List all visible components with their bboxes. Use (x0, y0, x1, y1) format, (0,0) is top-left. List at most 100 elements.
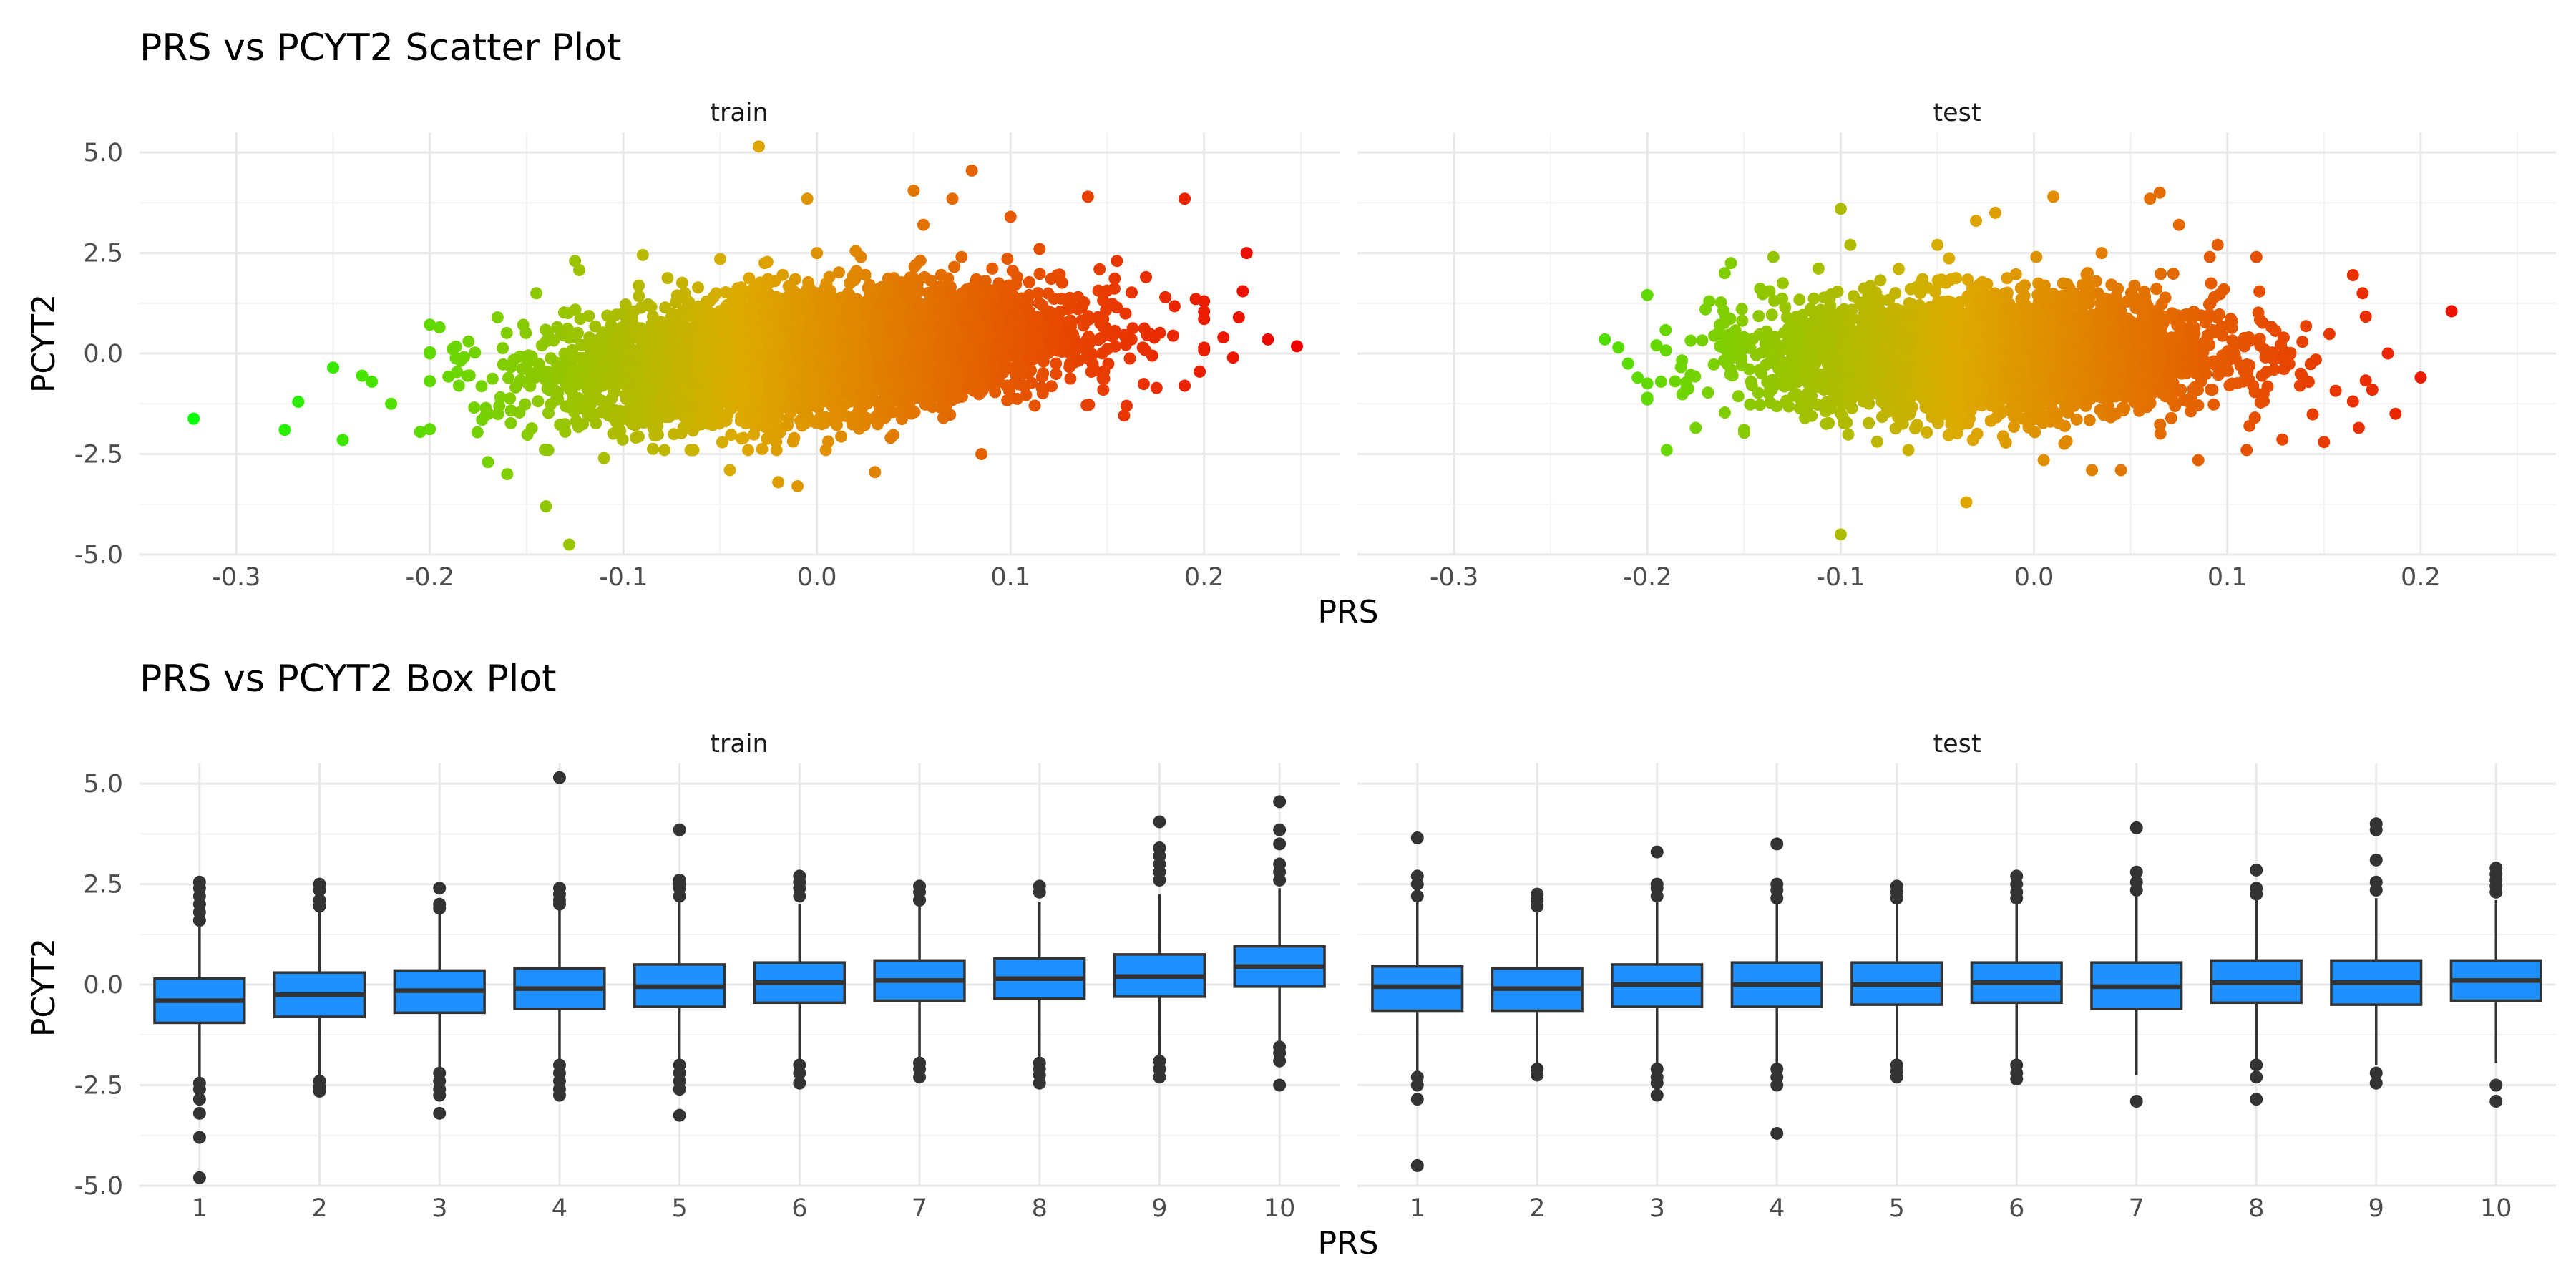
scatter-cloud-point (761, 255, 774, 268)
scatter-cloud-point (504, 392, 517, 405)
scatter-cloud-point (1029, 351, 1041, 364)
scatter-cloud-point (557, 306, 570, 319)
scatter-cloud-point (789, 273, 801, 286)
scatter-cloud-point (542, 326, 555, 339)
scatter-cloud-point (763, 276, 776, 289)
scatter-cloud-point (471, 426, 484, 439)
scatter-strip-test: test (1933, 99, 1981, 127)
scatter-cloud-point (519, 398, 532, 411)
scatter-cloud-point (1064, 372, 1077, 385)
scatter-cloud-point (613, 406, 626, 419)
scatter-cloud-point (1075, 314, 1088, 327)
scatter-cloud-point (1035, 371, 1048, 384)
scatter-cloud-point (1148, 331, 1161, 344)
scatter-cloud-point (1166, 329, 1179, 342)
scatter-cloud-point (735, 432, 748, 445)
scatter-cloud-point (833, 266, 845, 279)
scatter-cloud-point (955, 250, 968, 263)
scatter-cloud-point (935, 358, 948, 371)
scatter-cloud-point (940, 400, 952, 412)
scatter-cloud-point (652, 414, 665, 426)
scatter-cloud-point (884, 431, 897, 444)
scatter-cloud-point (1119, 307, 1132, 320)
scatter-cloud-point (684, 444, 697, 457)
scatter-cloud-point (1006, 279, 1019, 292)
scatter-cloud-point (996, 298, 1009, 311)
scatter-cloud-point (890, 295, 902, 308)
scatter-cloud-point (948, 363, 961, 376)
scatter-cloud-point (819, 444, 832, 457)
scatter-cloud-point (468, 401, 481, 414)
scatter-cloud-point (1194, 365, 1206, 378)
scatter-cloud-point (715, 314, 728, 327)
scatter-cloud-point (525, 422, 538, 435)
scatter-cloud-point (1123, 352, 1136, 365)
scatter-strip-train: train (710, 99, 768, 127)
scatter-panel-train (140, 132, 1340, 556)
scatter-cloud-point (551, 372, 564, 385)
scatter-cloud-point (1150, 381, 1163, 394)
scatter-cloud-point (647, 442, 659, 455)
scatter-cloud-point (486, 372, 499, 385)
scatter-cloud-point (790, 308, 803, 321)
scatter-cloud-point (756, 443, 769, 455)
scatter-cloud-point (1097, 313, 1110, 326)
scatter-cloud-point (601, 309, 614, 322)
scatter-cloud-point (692, 281, 704, 294)
scatter-cloud-point (502, 371, 514, 384)
scatter-cloud-point (1033, 268, 1046, 280)
scatter-cloud-point (903, 400, 916, 412)
scatter-cloud-point (1093, 263, 1106, 275)
scatter-cloud-point (560, 379, 572, 391)
scatter-cloud-point (1168, 300, 1181, 313)
scatter-cloud-point (1001, 394, 1014, 406)
scatter-cloud-point (1045, 273, 1058, 286)
scatter-cloud-point (1101, 284, 1113, 297)
scatter-cloud-point (461, 369, 474, 382)
scatter-cloud-point (658, 444, 671, 457)
scatter-cloud-point (635, 301, 648, 314)
scatter-cloud-point (1137, 378, 1150, 391)
scatter-cloud-point (608, 348, 620, 361)
scatter-cloud-point (1098, 365, 1111, 378)
scatter-cloud-point (454, 354, 467, 367)
scatter-cloud-point (1028, 399, 1041, 412)
scatter-cloud-point (1138, 322, 1151, 335)
scatter-cloud-point (928, 294, 941, 307)
scatter-cloud-point (561, 322, 574, 335)
scatter-cloud-point (847, 275, 859, 288)
scatter-cloud-point (825, 319, 838, 332)
scatter-cloud-point (469, 346, 482, 359)
scatter-cloud-point (1050, 357, 1063, 370)
scatter-cloud-point (770, 291, 783, 303)
scatter-cloud-point (858, 419, 871, 431)
scatter-cloud-point (909, 259, 922, 271)
scatter-cloud-point (650, 429, 663, 441)
scatter-cloud-point (633, 430, 645, 443)
scatter-cloud-point (588, 384, 601, 397)
scatter-cloud-point (1028, 318, 1041, 331)
scatter-cloud-point (554, 418, 567, 431)
scatter-cloud-point (492, 408, 504, 421)
scatter-cloud-point (1050, 368, 1063, 380)
scatter-cloud-point (542, 444, 555, 457)
scatter-cloud-point (533, 361, 546, 374)
scatter-cloud-point (1023, 275, 1035, 288)
scatter-title: PRS vs PCYT2 Scatter Plot (140, 26, 621, 69)
scatter-cloud-point (906, 377, 919, 390)
scatter-cloud-point (796, 404, 809, 416)
scatter-cloud-point (1108, 272, 1121, 285)
scatter-cloud-point (719, 286, 732, 298)
scatter-cloud-point (1126, 286, 1138, 299)
scatter-cloud-point (1001, 253, 1014, 265)
scatter-cloud-point (1010, 358, 1023, 371)
scatter-cloud-point (794, 414, 806, 427)
scatter-cloud-point (519, 326, 532, 339)
scatter-cloud-point (872, 407, 885, 420)
scatter-cloud-point (545, 352, 557, 365)
scatter-cloud-point (1198, 341, 1211, 354)
scatter-cloud-point (835, 430, 848, 443)
scatter-cloud-point (684, 412, 696, 425)
scatter-cloud-point (504, 361, 517, 374)
